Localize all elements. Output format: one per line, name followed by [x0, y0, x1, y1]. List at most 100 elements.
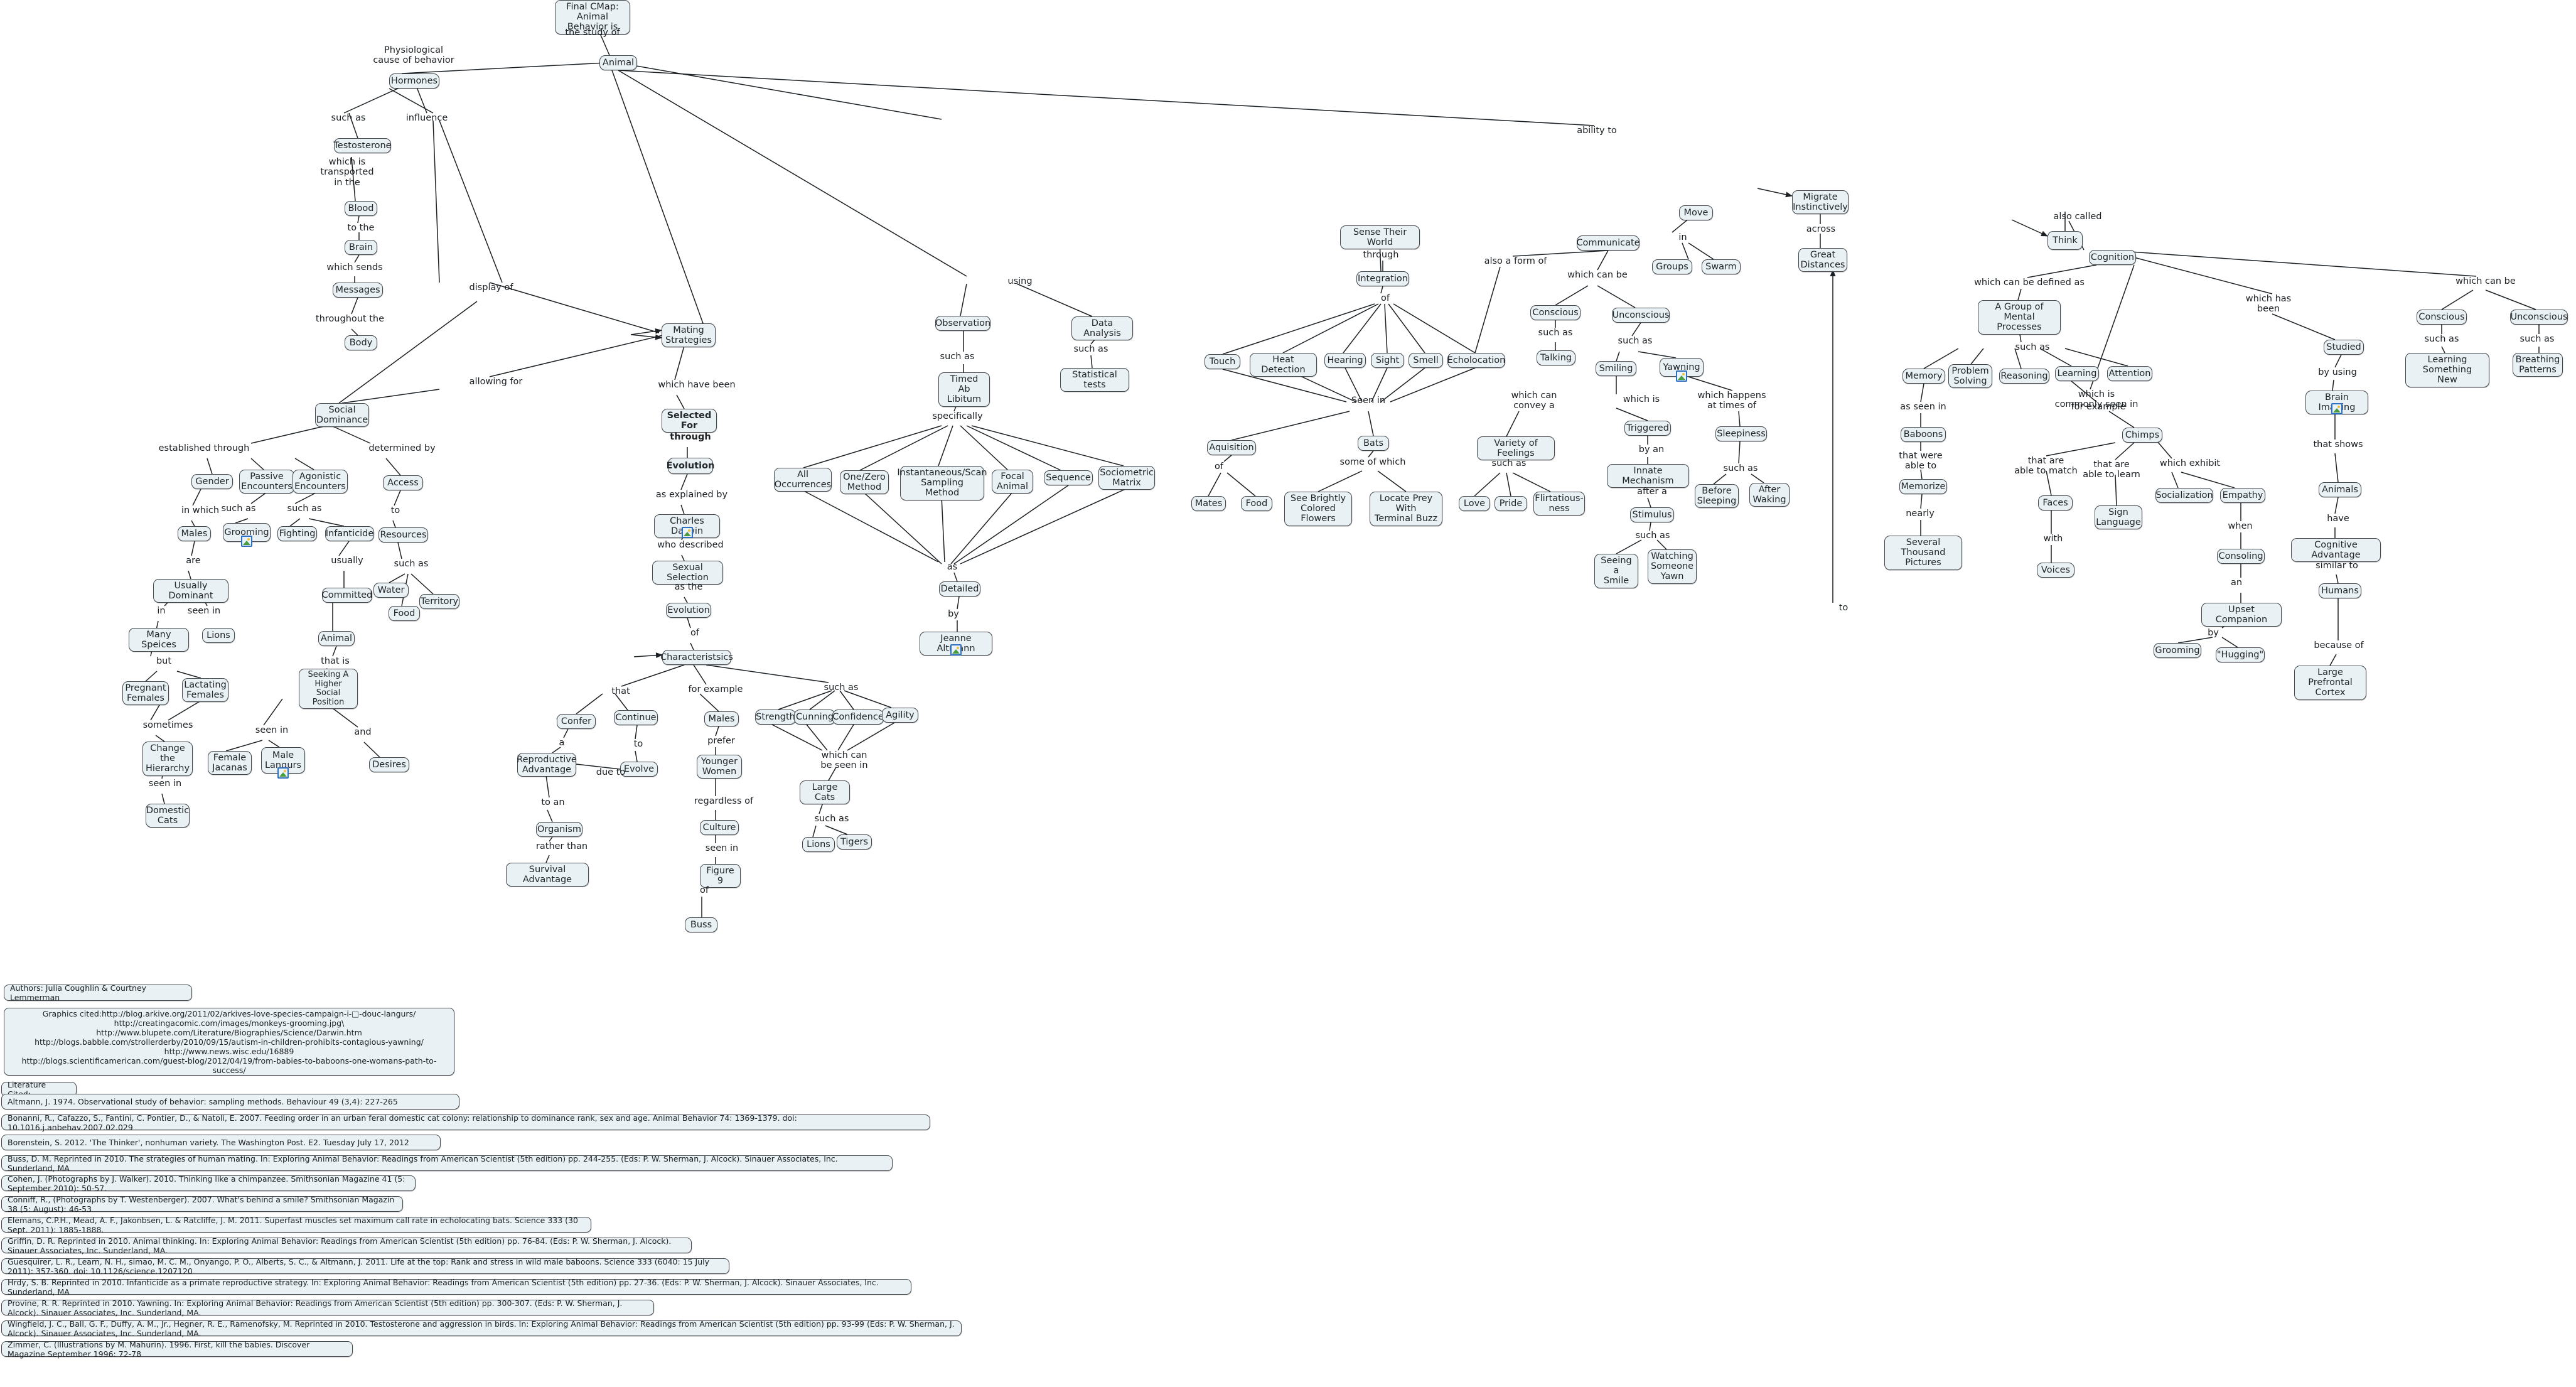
concept-node-animal2[interactable]: Animal: [318, 631, 355, 646]
reference-item[interactable]: Guesquirer, L. R., Learn, N. H., simao, …: [1, 1257, 729, 1276]
concept-node-hugging[interactable]: "Hugging": [2216, 647, 2265, 662]
concept-node-memory[interactable]: Memory: [1902, 369, 1945, 384]
concept-node-problemsolv[interactable]: Problem Solving: [1948, 364, 1992, 389]
concept-node-gender[interactable]: Gender: [191, 474, 233, 489]
concept-node-food[interactable]: Food: [389, 606, 420, 621]
concept-node-passive[interactable]: Passive Encounters: [239, 470, 294, 494]
concept-node-hormones[interactable]: Hormones: [389, 73, 439, 89]
concept-node-pride[interactable]: Pride: [1495, 496, 1527, 511]
concept-node-food2[interactable]: Food: [1241, 496, 1272, 511]
concept-node-think[interactable]: Think: [2047, 231, 2083, 250]
concept-node-males1[interactable]: Males: [178, 526, 211, 541]
concept-node-severalthousand[interactable]: Several Thousand Pictures: [1884, 536, 1962, 570]
concept-node-survadv[interactable]: Survival Advantage: [506, 863, 589, 887]
image-attachment-icon[interactable]: [2331, 403, 2343, 414]
concept-node-messages[interactable]: Messages: [333, 283, 383, 298]
concept-node-sexualsel[interactable]: Sexual Selection: [652, 561, 723, 585]
concept-node-testosterone[interactable]: Testosterone: [333, 138, 392, 153]
concept-node-alloccur[interactable]: All Occurrences: [774, 468, 832, 492]
concept-node-socialdom[interactable]: Social Dominance: [315, 403, 369, 428]
concept-node-evolution1[interactable]: Evolution: [667, 458, 714, 474]
concept-node-confidence[interactable]: Confidence: [832, 710, 884, 725]
authors-box[interactable]: Authors: Julia Coughlin & Courtney Lemme…: [4, 983, 192, 1002]
concept-node-figure9[interactable]: Figure 9: [700, 864, 741, 888]
concept-node-femjacanas[interactable]: Female Jacanas: [208, 751, 252, 775]
concept-node-tigers[interactable]: Tigers: [837, 834, 872, 850]
concept-node-organism[interactable]: Organism: [536, 822, 582, 837]
concept-node-evolution2[interactable]: Evolution: [666, 603, 711, 618]
concept-node-largeprefront[interactable]: Large Prefrontal Cortex: [2294, 666, 2366, 700]
concept-node-conscious1[interactable]: Conscious: [1530, 305, 1580, 320]
concept-node-timedablib[interactable]: Timed Ab Libitum: [938, 372, 990, 407]
concept-node-mates[interactable]: Mates: [1191, 496, 1226, 511]
concept-node-sensworld[interactable]: Sense Their World: [1340, 225, 1420, 250]
image-attachment-icon[interactable]: [277, 767, 289, 779]
image-attachment-icon[interactable]: [241, 536, 252, 547]
concept-node-reasoning[interactable]: Reasoning: [1999, 369, 2049, 384]
reference-item[interactable]: Griffin, D. R. Reprinted in 2010. Animal…: [1, 1236, 692, 1255]
concept-node-usuallydom[interactable]: Usually Dominant: [153, 579, 228, 603]
reference-item[interactable]: Provine, R. R. Reprinted in 2010. Yawnin…: [1, 1298, 654, 1317]
concept-node-agonistic[interactable]: Agonistic Encounters: [292, 470, 348, 494]
concept-node-greatdist[interactable]: Great Distances: [1798, 248, 1847, 273]
concept-node-flirt[interactable]: Flirtatious- ness: [1533, 492, 1585, 516]
graphics-cited-box[interactable]: Graphics cited:http://blog.arkive.org/20…: [4, 1008, 454, 1076]
concept-node-focalanimal[interactable]: Focal Animal: [992, 470, 1033, 494]
concept-node-males2[interactable]: Males: [704, 711, 739, 726]
concept-node-access[interactable]: Access: [383, 475, 423, 490]
concept-node-hearing[interactable]: Hearing: [1324, 353, 1366, 368]
concept-node-territory[interactable]: Territory: [419, 594, 459, 609]
concept-node-cunning[interactable]: Cunning: [794, 710, 835, 725]
concept-node-selectedfor[interactable]: Selected For: [662, 409, 717, 433]
concept-node-beforesleep[interactable]: Before Sleeping: [1695, 484, 1739, 509]
concept-node-echolocation[interactable]: Echolocation: [1447, 353, 1505, 368]
concept-node-groupmental[interactable]: A Group of Mental Processes: [1978, 300, 2061, 335]
concept-node-onezero[interactable]: One/Zero Method: [840, 470, 889, 495]
concept-node-youngerwomen[interactable]: Younger Women: [697, 755, 742, 779]
concept-node-manyspecies[interactable]: Many Speices: [129, 628, 189, 652]
concept-node-groups[interactable]: Groups: [1652, 259, 1692, 274]
concept-node-animal[interactable]: Animal: [599, 55, 637, 70]
reference-item[interactable]: Elemans, C.P.H., Mead, A. F., Jakonbsen,…: [1, 1216, 591, 1234]
reference-item[interactable]: Wingfield, J. C., Ball, G. F., Duffy, A.…: [1, 1319, 962, 1338]
concept-node-faces[interactable]: Faces: [2038, 495, 2073, 510]
concept-node-bats[interactable]: Bats: [1358, 436, 1389, 451]
concept-node-conscious2[interactable]: Conscious: [2417, 310, 2467, 325]
concept-node-watchyawn[interactable]: Watching Someone Yawn: [1648, 549, 1697, 584]
concept-node-culture[interactable]: Culture: [700, 820, 739, 835]
concept-node-reproadv[interactable]: Reproductive Advantage: [517, 753, 577, 777]
concept-node-agility[interactable]: Agility: [882, 708, 918, 723]
concept-node-strength[interactable]: Strength: [755, 710, 796, 725]
reference-item[interactable]: Buss, D. M. Reprinted in 2010. The strat…: [1, 1154, 893, 1173]
concept-node-communicate[interactable]: Communicate: [1576, 235, 1640, 251]
concept-node-changehier[interactable]: Change the Hierarchy: [142, 742, 193, 776]
concept-node-domcats[interactable]: Domestic Cats: [146, 804, 190, 828]
concept-node-committed[interactable]: Committed: [322, 588, 372, 603]
concept-node-unconscious1[interactable]: Unconscious: [1612, 308, 1670, 323]
concept-node-lions2[interactable]: Lions: [802, 837, 835, 852]
concept-node-pregnant[interactable]: Pregnant Females: [122, 681, 169, 706]
concept-node-confer[interactable]: Confer: [557, 714, 596, 729]
concept-node-smell[interactable]: Smell: [1409, 353, 1443, 368]
concept-node-fighting[interactable]: Fighting: [277, 526, 317, 541]
concept-node-empathy[interactable]: Empathy: [2220, 488, 2265, 503]
concept-node-mating[interactable]: Mating Strategies: [662, 323, 716, 348]
concept-node-unconscious2[interactable]: Unconscious: [2510, 310, 2568, 325]
image-attachment-icon[interactable]: [950, 644, 962, 656]
concept-node-sleepiness[interactable]: Sleepiness: [1715, 426, 1767, 441]
concept-node-love[interactable]: Love: [1459, 496, 1490, 511]
concept-node-infanticide[interactable]: Infanticide: [325, 526, 374, 541]
concept-node-afterwake[interactable]: After Waking: [1749, 483, 1790, 507]
concept-node-breathing[interactable]: Breathing Patterns: [2513, 353, 2563, 377]
concept-node-touch[interactable]: Touch: [1205, 354, 1240, 369]
concept-node-triggered[interactable]: Triggered: [1624, 421, 1671, 436]
reference-item[interactable]: Borenstein, S. 2012. 'The Thinker', nonh…: [1, 1135, 441, 1150]
concept-node-attention[interactable]: Attention: [2107, 366, 2152, 381]
concept-node-innatemech[interactable]: Innate Mechanism: [1607, 464, 1689, 488]
concept-node-locateprey[interactable]: Locate Prey With Terminal Buzz: [1370, 492, 1442, 526]
image-attachment-icon[interactable]: [681, 527, 693, 538]
concept-node-talking[interactable]: Talking: [1537, 350, 1575, 365]
concept-node-seeingsmile[interactable]: Seeing a Smile: [1594, 554, 1638, 588]
reference-item[interactable]: Conniff, R., (Photographs by T. Westenbe…: [1, 1195, 403, 1214]
concept-node-blood[interactable]: Blood: [345, 201, 377, 216]
